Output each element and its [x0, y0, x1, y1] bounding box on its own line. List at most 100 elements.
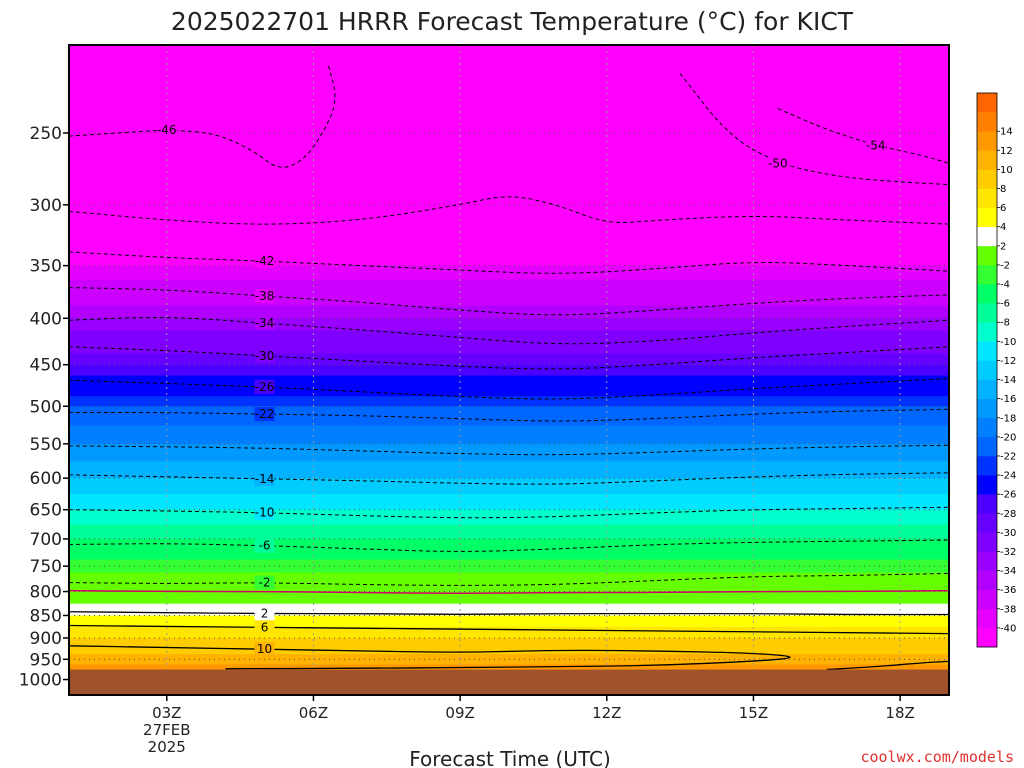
- colorbar-swatch: [977, 150, 997, 170]
- temperature-band: [69, 664, 949, 668]
- y-tick-label: 350: [30, 257, 62, 277]
- colorbar-label: -36: [1000, 585, 1016, 596]
- source-credit: coolwx.com/models: [860, 748, 1014, 766]
- contour-line: [69, 589, 949, 595]
- x-tick-label: 06Z: [299, 704, 328, 722]
- temperature-bands: [69, 45, 949, 671]
- colorbar-label: 4: [1000, 222, 1006, 233]
- colorbar-frame: [976, 92, 998, 648]
- temperature-band: [69, 364, 949, 377]
- contour-label-bg: [254, 606, 275, 621]
- colorbar-swatch: [977, 475, 997, 495]
- temperature-band: [69, 654, 949, 660]
- colorbar-label: -10: [1000, 337, 1016, 348]
- contour-line: [826, 660, 949, 671]
- x-tick-sublabel: 27FEB: [143, 721, 190, 739]
- contour-label-bg: [156, 122, 177, 137]
- colorbar-swatch: [977, 112, 997, 132]
- temperature-band: [69, 517, 949, 526]
- temperature-band: [69, 552, 949, 561]
- temperature-band: [69, 452, 949, 462]
- temperature-band: [69, 531, 949, 540]
- contour-label-bg: [254, 620, 275, 635]
- temperature-band: [69, 661, 949, 666]
- colorbar-swatch: [977, 284, 997, 304]
- temperature-band: [69, 251, 949, 267]
- temperature-band: [69, 597, 949, 605]
- contour-line: [69, 64, 336, 168]
- colorbar-swatch: [977, 188, 997, 208]
- contour-label-bg: [254, 407, 275, 422]
- temperature-band: [69, 112, 949, 134]
- colorbar-label: -32: [1000, 547, 1016, 558]
- y-tick-label: 900: [30, 629, 62, 649]
- plot-frame: [68, 44, 950, 696]
- colorbar-label: -14: [1000, 375, 1016, 386]
- temperature-band: [69, 667, 949, 671]
- colorbar-label: -4: [1000, 280, 1010, 291]
- contour-label: 6: [261, 620, 269, 634]
- temperature-band: [69, 579, 949, 586]
- x-tick-label: 18Z: [885, 704, 914, 722]
- colorbar-swatch: [977, 93, 997, 113]
- y-tick-label: 300: [30, 196, 62, 216]
- contour-label-bg: [254, 471, 275, 486]
- y-tick-label: 250: [30, 124, 62, 144]
- colorbar-label: -16: [1000, 394, 1016, 405]
- colorbar-label: 6: [1000, 203, 1006, 214]
- contour-label: 2: [261, 607, 269, 621]
- colorbar-label: -8: [1000, 318, 1010, 329]
- temperature-band: [69, 461, 949, 471]
- temperature-band: [69, 478, 949, 487]
- y-tick-label: 600: [30, 469, 62, 489]
- temperature-band: [69, 585, 949, 593]
- temperature-band: [69, 572, 949, 580]
- contour-label-bg: [254, 254, 275, 269]
- contour-line: [69, 506, 949, 519]
- contour-line: [69, 624, 949, 635]
- colorbar-label: -24: [1000, 471, 1016, 482]
- temperature-band: [69, 591, 949, 599]
- contour-label-bg: [865, 138, 886, 153]
- contour-line: [69, 251, 949, 274]
- colorbar-label: -22: [1000, 451, 1016, 462]
- colorbar-label: 10: [1000, 165, 1013, 176]
- colorbar-label: -28: [1000, 509, 1016, 520]
- contour-label: 10: [257, 642, 272, 656]
- temperature-band: [69, 396, 949, 407]
- contour-label-bg: [254, 642, 275, 657]
- y-tick-label: 850: [30, 606, 62, 626]
- ground-surface: [69, 669, 949, 695]
- contour-label-bg: [254, 538, 275, 553]
- contour-label-bg: [767, 156, 788, 171]
- temperature-band: [69, 68, 949, 93]
- x-tick-label: 12Z: [592, 704, 621, 722]
- temperature-band: [69, 236, 949, 252]
- colorbar-label: 8: [1000, 184, 1006, 195]
- colorbar: -40-38-36-34-32-30-28-26-24-22-20-18-16-…: [976, 92, 1016, 648]
- colorbar-label: -30: [1000, 528, 1016, 539]
- temperature-band: [69, 538, 949, 547]
- colorbar-label: 14: [1000, 127, 1013, 138]
- colorbar-label: -26: [1000, 490, 1016, 501]
- temperature-band: [69, 509, 949, 518]
- colorbar-swatch: [977, 360, 997, 380]
- contour-label: -22: [255, 407, 275, 421]
- temperature-band: [69, 45, 949, 70]
- colorbar-swatch: [977, 532, 997, 552]
- colorbar-swatch: [977, 303, 997, 323]
- temperature-band: [69, 659, 949, 663]
- temperature-band: [69, 615, 949, 622]
- temperature-band: [69, 342, 949, 355]
- colorbar-swatch: [977, 169, 997, 189]
- contour-label: -38: [255, 289, 275, 303]
- contour-line: [69, 472, 949, 485]
- contour-labels: -54-50-46-42-38-34-30-26-22-14-10-6-2261…: [156, 122, 886, 657]
- temperature-band: [69, 292, 949, 307]
- colorbar-swatch: [977, 436, 997, 457]
- contour-label: -2: [259, 576, 271, 590]
- contour-label: -14: [255, 472, 275, 486]
- colorbar-label: 2: [1000, 241, 1006, 252]
- colorbar-swatch: [977, 494, 997, 514]
